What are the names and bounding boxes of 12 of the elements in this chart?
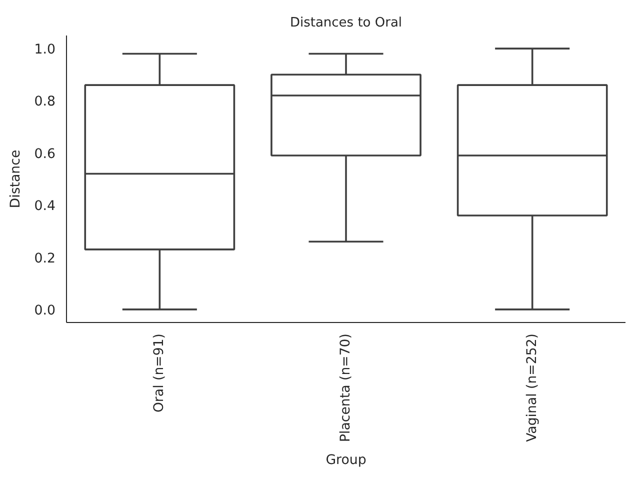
y-tick-label: 1.0: [34, 42, 56, 58]
y-tick-label: 0.0: [34, 303, 56, 318]
y-tick-label: 0.6: [34, 146, 56, 162]
y-axis-title: Distance: [8, 150, 24, 208]
chart-title: Distances to Oral: [290, 16, 402, 30]
x-tick-label: Oral (n=91): [152, 333, 168, 413]
y-tick-label: 0.8: [34, 94, 56, 110]
x-axis-title: Group: [326, 452, 366, 468]
y-tick-label: 0.2: [34, 251, 56, 266]
x-tick-label: Vaginal (n=252): [524, 334, 540, 442]
y-tick-label: 0.4: [34, 199, 56, 214]
x-tick-label: Placenta (n=70): [338, 333, 354, 442]
